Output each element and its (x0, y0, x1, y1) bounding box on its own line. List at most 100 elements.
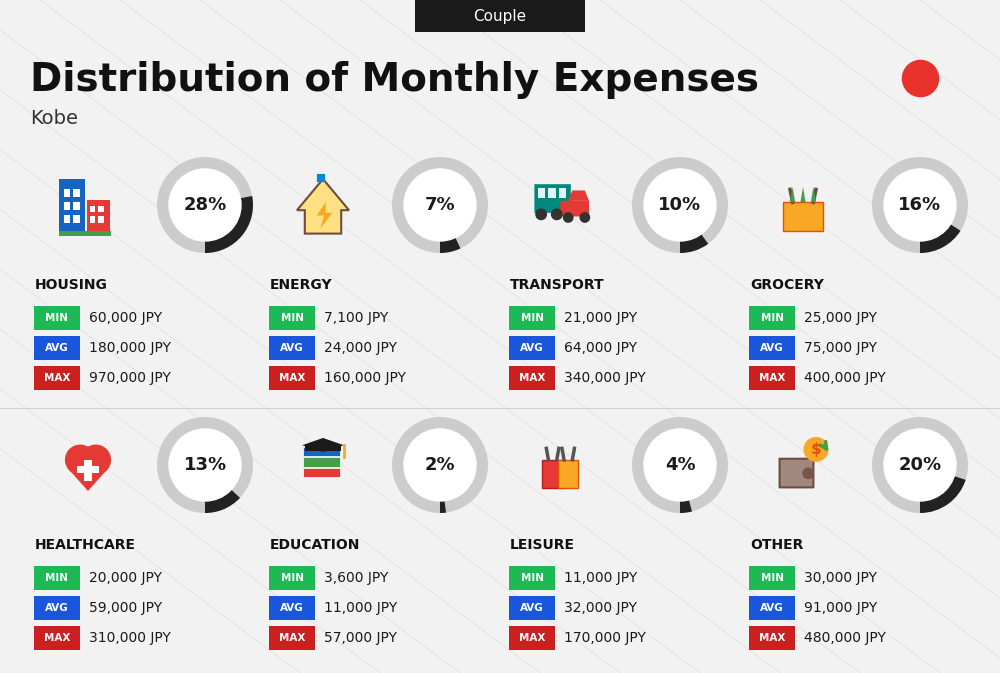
Text: 75,000 JPY: 75,000 JPY (804, 341, 877, 355)
Polygon shape (317, 203, 332, 228)
Wedge shape (680, 500, 692, 513)
FancyBboxPatch shape (548, 188, 556, 198)
Text: $: $ (811, 442, 821, 457)
Text: 480,000 JPY: 480,000 JPY (804, 631, 886, 645)
FancyBboxPatch shape (749, 626, 795, 650)
FancyBboxPatch shape (73, 203, 80, 210)
FancyBboxPatch shape (780, 459, 813, 487)
Text: 25,000 JPY: 25,000 JPY (804, 311, 877, 325)
FancyBboxPatch shape (509, 306, 555, 330)
Text: 32,000 JPY: 32,000 JPY (564, 601, 637, 615)
Text: MAX: MAX (44, 373, 70, 383)
Circle shape (404, 429, 476, 501)
Circle shape (884, 169, 956, 241)
Circle shape (644, 429, 716, 501)
FancyBboxPatch shape (560, 201, 589, 217)
Text: 310,000 JPY: 310,000 JPY (89, 631, 171, 645)
Text: 57,000 JPY: 57,000 JPY (324, 631, 397, 645)
FancyBboxPatch shape (749, 336, 795, 360)
FancyBboxPatch shape (509, 626, 555, 650)
FancyBboxPatch shape (64, 203, 70, 210)
FancyBboxPatch shape (749, 566, 795, 590)
Text: 91,000 JPY: 91,000 JPY (804, 601, 877, 615)
Text: MAX: MAX (759, 373, 785, 383)
Wedge shape (392, 417, 488, 513)
Text: AVG: AVG (45, 603, 69, 613)
Text: AVG: AVG (280, 603, 304, 613)
Text: 59,000 JPY: 59,000 JPY (89, 601, 162, 615)
Text: AVG: AVG (520, 343, 544, 353)
Polygon shape (811, 187, 816, 203)
Text: 2%: 2% (425, 456, 455, 474)
FancyBboxPatch shape (558, 460, 578, 489)
Text: 30,000 JPY: 30,000 JPY (804, 571, 877, 585)
FancyArrowPatch shape (820, 441, 826, 449)
Text: MIN: MIN (46, 313, 68, 323)
FancyBboxPatch shape (749, 596, 795, 620)
FancyBboxPatch shape (269, 626, 315, 650)
Text: 24,000 JPY: 24,000 JPY (324, 341, 397, 355)
Wedge shape (632, 417, 728, 513)
Circle shape (805, 438, 827, 461)
FancyBboxPatch shape (34, 366, 80, 390)
Text: HEALTHCARE: HEALTHCARE (35, 538, 136, 552)
FancyBboxPatch shape (73, 189, 80, 197)
Text: AVG: AVG (520, 603, 544, 613)
FancyBboxPatch shape (59, 231, 111, 236)
Circle shape (169, 169, 241, 241)
Text: MIN: MIN (280, 573, 304, 583)
Circle shape (644, 169, 716, 241)
Wedge shape (872, 417, 968, 513)
FancyBboxPatch shape (303, 468, 340, 477)
Polygon shape (302, 438, 344, 452)
FancyBboxPatch shape (98, 217, 104, 223)
Text: OTHER: OTHER (750, 538, 803, 552)
FancyBboxPatch shape (415, 0, 585, 32)
Text: MIN: MIN (46, 573, 68, 583)
Text: AVG: AVG (45, 343, 69, 353)
Text: 20,000 JPY: 20,000 JPY (89, 571, 162, 585)
Polygon shape (297, 179, 349, 234)
Circle shape (536, 209, 546, 219)
Circle shape (66, 446, 95, 474)
FancyBboxPatch shape (90, 206, 95, 212)
FancyBboxPatch shape (538, 188, 545, 198)
FancyBboxPatch shape (303, 457, 340, 466)
Text: 64,000 JPY: 64,000 JPY (564, 341, 637, 355)
Text: MAX: MAX (44, 633, 70, 643)
FancyBboxPatch shape (534, 184, 571, 213)
FancyBboxPatch shape (559, 188, 566, 198)
FancyBboxPatch shape (64, 189, 70, 197)
FancyBboxPatch shape (34, 626, 80, 650)
Circle shape (884, 429, 956, 501)
Text: 3,600 JPY: 3,600 JPY (324, 571, 388, 585)
Polygon shape (568, 190, 589, 201)
Text: MAX: MAX (519, 373, 545, 383)
FancyBboxPatch shape (269, 336, 315, 360)
Text: 11,000 JPY: 11,000 JPY (324, 601, 397, 615)
Text: MAX: MAX (519, 633, 545, 643)
Text: GROCERY: GROCERY (750, 278, 824, 292)
Circle shape (564, 213, 573, 222)
FancyBboxPatch shape (269, 306, 315, 330)
Text: Kobe: Kobe (30, 108, 78, 127)
Text: Couple: Couple (473, 9, 527, 24)
Text: MIN: MIN (761, 573, 784, 583)
FancyBboxPatch shape (64, 215, 70, 223)
Circle shape (803, 468, 813, 479)
Text: EDUCATION: EDUCATION (270, 538, 360, 552)
Text: 7,100 JPY: 7,100 JPY (324, 311, 388, 325)
FancyBboxPatch shape (303, 447, 340, 456)
FancyBboxPatch shape (87, 200, 110, 231)
Circle shape (552, 209, 562, 219)
Text: 170,000 JPY: 170,000 JPY (564, 631, 646, 645)
FancyBboxPatch shape (305, 446, 341, 452)
FancyBboxPatch shape (542, 460, 562, 489)
Text: ENERGY: ENERGY (270, 278, 333, 292)
FancyBboxPatch shape (34, 336, 80, 360)
Text: LEISURE: LEISURE (510, 538, 575, 552)
Circle shape (580, 213, 590, 222)
Text: 160,000 JPY: 160,000 JPY (324, 371, 406, 385)
Text: 21,000 JPY: 21,000 JPY (564, 311, 637, 325)
Circle shape (169, 429, 241, 501)
